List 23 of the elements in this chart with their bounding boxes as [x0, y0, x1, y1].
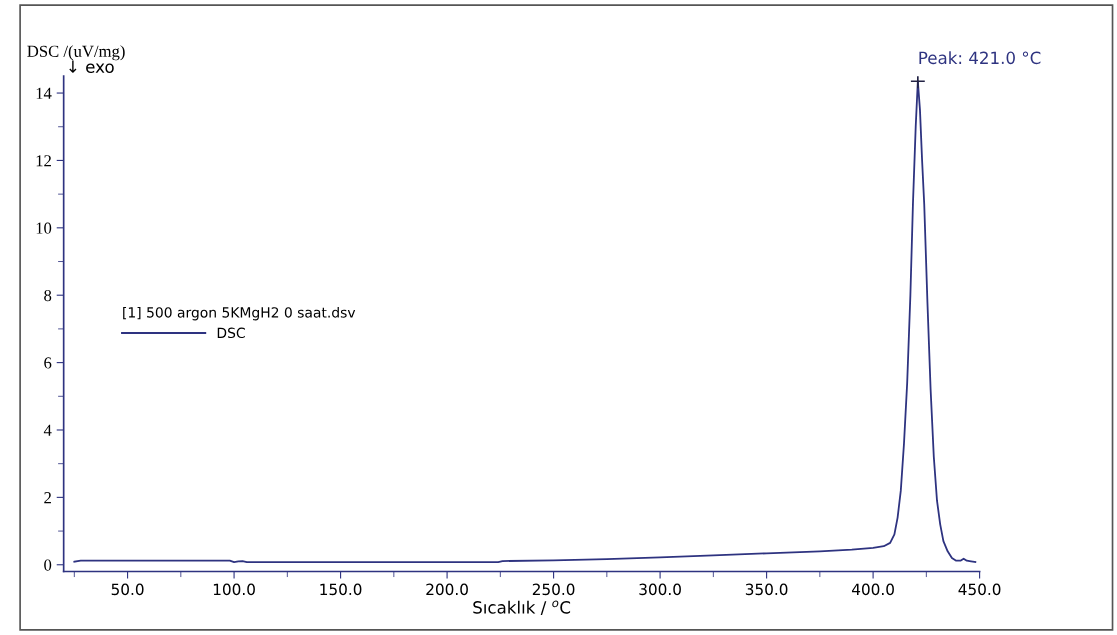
- annotation: Peak: 421.0 °C: [919, 51, 1041, 65]
- x-tick-label: 400.0: [851, 583, 894, 596]
- x-tick-label: 250.0: [532, 583, 575, 596]
- x-tick-label: 100.0: [213, 583, 255, 596]
- y-tick-label: 14: [36, 87, 52, 99]
- y-tick-label: 8: [44, 289, 52, 302]
- y-tick-label: 10: [36, 222, 52, 234]
- x-axis-title: Sıcaklık / $^{o}$C: [473, 600, 571, 615]
- text: ↓ exo: [69, 60, 114, 73]
- y-tick-label: 4: [43, 424, 52, 436]
- x-tick-label: 150.0: [320, 583, 362, 596]
- x-tick-label: 350.0: [745, 583, 788, 596]
- y-tick-label: 6: [44, 357, 52, 369]
- x-tick-label: 200.0: [426, 583, 468, 596]
- y-tick-label: 0: [44, 559, 52, 571]
- text: DSC: [217, 327, 245, 339]
- x-tick-label: 50.0: [111, 583, 144, 596]
- y-tick-label: 12: [36, 155, 51, 167]
- y-tick-label: 2: [44, 492, 51, 504]
- legend-title: [1] 500 argon 5KMgH2 0 saat.dsv: [123, 306, 356, 321]
- y-axis-title: DSC /(uV/mg): [27, 45, 125, 61]
- x-tick-label: 300.0: [639, 583, 681, 596]
- x-tick-label: 450.0: [958, 583, 1001, 596]
